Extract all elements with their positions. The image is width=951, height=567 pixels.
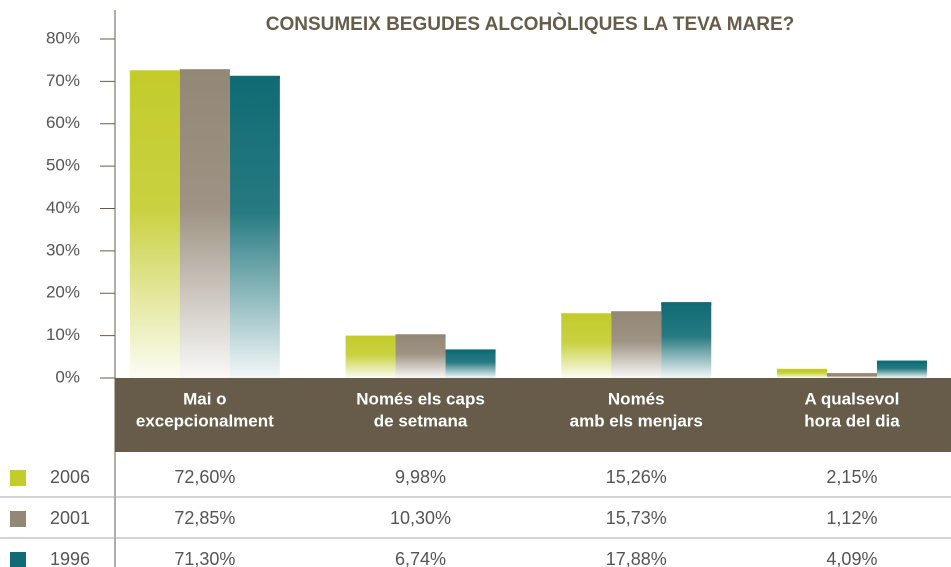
y-tick-label: 40%	[46, 198, 80, 217]
bar	[229, 75, 280, 379]
x-tick-label: de setmana	[374, 411, 468, 430]
bar-cap	[129, 70, 180, 74]
bar-cap	[661, 302, 712, 306]
value-label: 15,26%	[606, 467, 667, 487]
x-tick-label: Només els caps	[356, 389, 485, 408]
value-label: 71,30%	[174, 549, 235, 567]
y-tick-label: 10%	[46, 325, 80, 344]
bar-cap	[445, 349, 496, 353]
y-tick-label: 0%	[55, 367, 80, 386]
x-tick-label: Només	[608, 389, 665, 408]
bar-cap	[229, 75, 280, 79]
x-tick-label: hora del dia	[804, 411, 900, 430]
y-tick-label: 50%	[46, 156, 80, 175]
bar-cap	[561, 313, 612, 317]
value-label: 72,60%	[174, 467, 235, 487]
bar-cap	[611, 311, 662, 315]
bar-cap	[345, 335, 396, 339]
value-label: 17,88%	[606, 549, 667, 567]
value-label: 4,09%	[826, 549, 877, 567]
y-tick-label: 20%	[46, 283, 80, 302]
bar-cap	[776, 368, 827, 372]
legend-label: 1996	[50, 549, 90, 567]
x-tick-label: amb els menjars	[570, 411, 703, 430]
value-label: 10,30%	[390, 508, 451, 528]
y-tick-label: 30%	[46, 240, 80, 259]
bar	[445, 349, 496, 378]
x-tick-label: A qualsevol	[805, 389, 900, 408]
value-label: 1,12%	[826, 508, 877, 528]
value-label: 15,73%	[606, 508, 667, 528]
legend-label: 2006	[50, 467, 90, 487]
bar-cap	[395, 334, 446, 338]
value-label: 9,98%	[395, 467, 446, 487]
bar	[561, 313, 612, 378]
legend-swatch	[10, 470, 26, 486]
bar	[395, 334, 446, 378]
bar	[661, 302, 712, 378]
bar	[611, 311, 662, 378]
x-tick-label: Mai o	[183, 389, 226, 408]
bar	[179, 69, 230, 378]
bar	[776, 368, 827, 378]
value-label: 2,15%	[826, 467, 877, 487]
bar-cap	[179, 69, 230, 73]
bar-cap	[826, 373, 877, 377]
bar	[876, 360, 927, 378]
x-tick-label: excepcionalment	[136, 411, 274, 430]
y-tick-label: 70%	[46, 71, 80, 90]
y-tick-label: 80%	[46, 28, 80, 47]
value-label: 72,85%	[174, 508, 235, 528]
value-label: 6,74%	[395, 549, 446, 567]
category-header	[115, 378, 951, 452]
y-tick-label: 60%	[46, 113, 80, 132]
legend-swatch	[10, 552, 26, 567]
bar	[345, 335, 396, 378]
legend-swatch	[10, 511, 26, 527]
legend-label: 2001	[50, 508, 90, 528]
bar-cap	[876, 360, 927, 364]
chart-title: CONSUMEIX BEGUDES ALCOHÒLIQUES LA TEVA M…	[266, 13, 795, 35]
bar	[129, 70, 180, 379]
